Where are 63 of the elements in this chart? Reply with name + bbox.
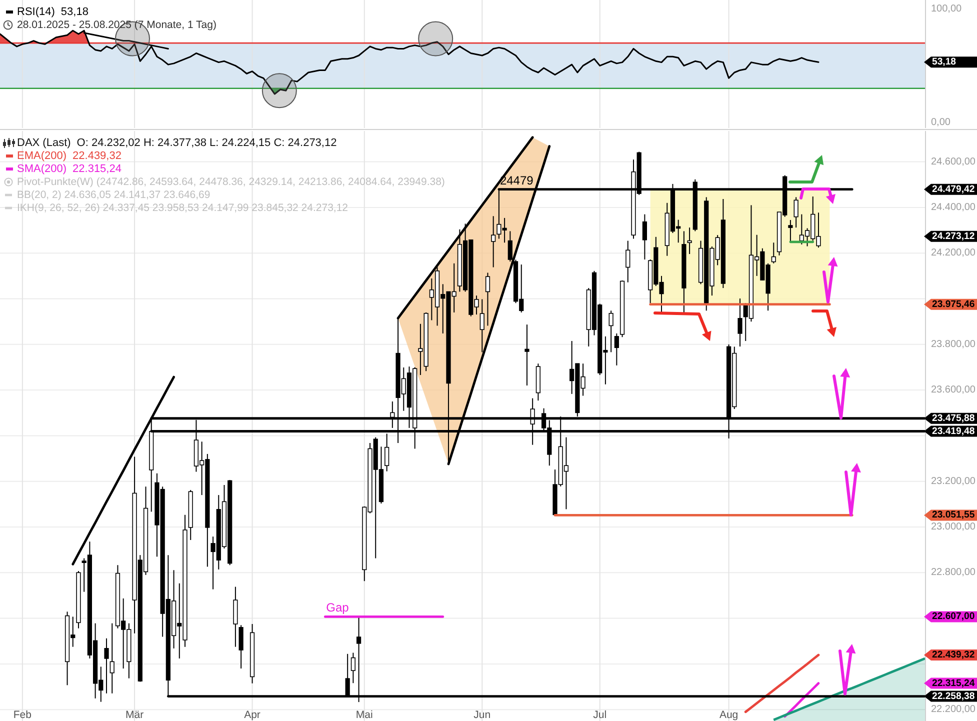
candlestick bbox=[608, 310, 614, 353]
text: 22.439,32 bbox=[72, 150, 122, 162]
x-tick-label: Apr bbox=[244, 709, 261, 721]
candlestick bbox=[233, 586, 238, 648]
annotation: BB(20, 2) 24.636,05 24.141,37 23.646,69 bbox=[17, 189, 210, 201]
candlestick bbox=[238, 624, 244, 670]
candlestick bbox=[485, 272, 490, 326]
y-tick-label: 23.000,00 bbox=[931, 521, 976, 532]
text: 22.315,24 bbox=[72, 163, 122, 175]
legend-label: RSI(14) bbox=[17, 6, 55, 18]
candlestick bbox=[350, 652, 356, 684]
line-series bbox=[784, 682, 820, 718]
annotation: IKH(9, 26, 52, 26) 24.337,45 23.958,53 24.147,99 23.845,32 24.273,12 bbox=[17, 202, 348, 214]
text: 53,18 bbox=[60, 6, 88, 18]
y-tick-label: 22.200,00 bbox=[931, 704, 976, 716]
x-tick-label: Mär bbox=[126, 709, 144, 721]
series-label: 24479 bbox=[500, 173, 534, 188]
candlestick bbox=[626, 240, 630, 283]
candlestick bbox=[480, 298, 484, 353]
line-series bbox=[744, 654, 820, 714]
x-tick-label: Aug bbox=[719, 709, 738, 721]
candlestick bbox=[738, 298, 742, 347]
y-tick-label: 24.600,00 bbox=[931, 156, 976, 168]
y2-tick-label: 23.475,88 bbox=[932, 412, 976, 424]
y2-tick-label: 24.479,42 bbox=[932, 184, 975, 195]
y2-tick-label: 22.315,24 bbox=[932, 678, 976, 689]
x-tick-label: Jun bbox=[474, 709, 491, 721]
candlestick bbox=[771, 242, 776, 264]
annotation: Pivot-Punkte(W) (24742.86, 24593.64, 24478.36, 24329.14, 24213.86, 24084.64, 23949.38) bbox=[17, 176, 445, 188]
candlestick bbox=[491, 216, 496, 268]
y-tick-label: 23.200,00 bbox=[931, 476, 976, 487]
y-tick-label: 24.400,00 bbox=[931, 202, 976, 213]
y2-tick-label: 22.607,00 bbox=[932, 611, 975, 622]
y-tick-label: 23.800,00 bbox=[931, 338, 976, 350]
y-tick-label: 22.800,00 bbox=[931, 567, 976, 578]
annotation: O: 24.232,02 H: 24.377,38 L: 24.224,15 C: 24.273,12 bbox=[76, 137, 337, 149]
candlestick bbox=[614, 332, 619, 366]
y-tick-label: 53,18 bbox=[932, 56, 957, 68]
y2-tick-label: 23.975,46 bbox=[932, 298, 975, 310]
y2-tick-label: 22.258,38 bbox=[932, 690, 976, 702]
legend-label: EMA(200) bbox=[17, 150, 67, 162]
candlestick bbox=[508, 230, 512, 262]
candlestick bbox=[642, 214, 648, 260]
legend-label: SMA(200) bbox=[17, 163, 67, 175]
y2-tick-label: 23.419,48 bbox=[932, 426, 976, 437]
y-tick-label: 0,00 bbox=[931, 116, 951, 128]
x-tick-label: Jul bbox=[593, 709, 607, 721]
candlestick bbox=[788, 220, 793, 244]
x-tick-label: Mai bbox=[356, 709, 373, 721]
candlestick bbox=[524, 324, 530, 386]
candlestick bbox=[104, 638, 109, 694]
candlestick bbox=[110, 622, 114, 694]
y2-tick-label: 24.273,12 bbox=[932, 230, 975, 242]
series-label: Gap bbox=[326, 600, 350, 615]
y2-tick-label: 23.051,55 bbox=[932, 510, 976, 521]
y-tick-label: 23.600,00 bbox=[931, 384, 976, 396]
y-tick-label: 100,00 bbox=[931, 4, 962, 15]
candlestick bbox=[794, 196, 798, 228]
text: DAX (Last) bbox=[17, 137, 71, 149]
y-tick-label: 24.200,00 bbox=[931, 248, 976, 259]
candlestick bbox=[687, 227, 692, 255]
y2-tick-label: 22.439,32 bbox=[932, 649, 975, 660]
x-tick-label: Feb bbox=[13, 709, 32, 721]
